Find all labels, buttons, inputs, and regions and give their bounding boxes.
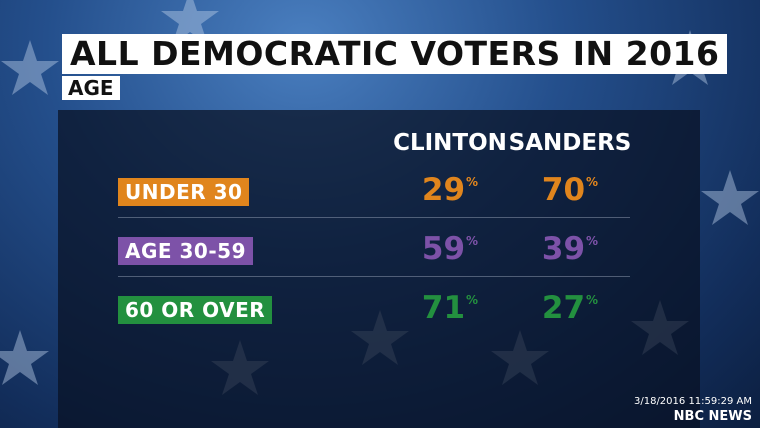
row-separator	[118, 217, 630, 218]
title: ALL DEMOCRATIC VOTERS IN 2016	[62, 34, 728, 74]
value-cell: 59%	[421, 231, 479, 267]
value-cell: 29%	[421, 172, 479, 208]
star	[1, 40, 59, 95]
row-label: AGE 30-59	[118, 237, 253, 265]
column-header: SANDERS	[508, 130, 632, 156]
row-label: UNDER 30	[118, 178, 250, 206]
value-cell: 71%	[421, 290, 479, 326]
logo: NBC NEWS	[673, 409, 752, 424]
panel	[58, 110, 700, 428]
star	[701, 170, 759, 225]
row-separator	[118, 276, 630, 277]
value-cell: 39%	[541, 231, 599, 267]
timestamp: 3/18/2016 11:59:29 AM	[633, 396, 752, 407]
value-cell: 27%	[541, 290, 599, 326]
row-label: 60 OR OVER	[118, 296, 273, 324]
value-cell: 70%	[541, 172, 599, 208]
star	[0, 330, 49, 385]
column-header: CLINTON	[393, 130, 507, 156]
subtitle: AGE	[62, 76, 120, 100]
